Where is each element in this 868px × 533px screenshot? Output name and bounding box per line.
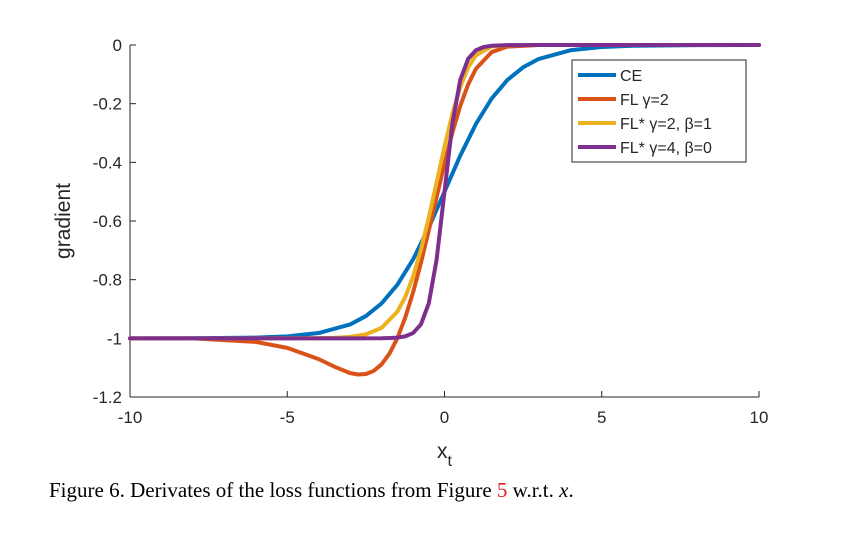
y-tick-label: -1	[107, 329, 122, 348]
caption-variable: x	[559, 478, 569, 502]
caption-prefix: Figure 6. Derivates of the loss function…	[49, 478, 497, 502]
y-axis-title: gradient	[52, 183, 75, 259]
x-tick-label: -10	[118, 408, 143, 427]
caption-end: .	[568, 478, 574, 502]
caption-figure-link[interactable]: 5	[496, 478, 508, 502]
y-tick-label: 0	[113, 36, 122, 55]
y-tick-label: -0.4	[93, 153, 122, 172]
x-tick-label: -5	[280, 408, 295, 427]
axes: -10 -5 0 5 10 0 -0.2 -0.4 -0.6 -0.8 -1 -1.2 xt gradie…	[52, 36, 768, 470]
series-lines	[128, 43, 761, 377]
y-tick-label: -0.6	[93, 212, 122, 231]
legend-label-2: FL γ=2	[620, 92, 669, 109]
legend-label-1: CE	[620, 68, 642, 85]
y-tick-label: -0.8	[93, 271, 122, 290]
figure-caption: Figure 6. Derivates of the loss function…	[49, 478, 849, 503]
caption-suffix: w.r.t.	[507, 478, 560, 502]
x-axis-title-subscript: t	[448, 453, 453, 470]
legend-label-4: FL* γ=4, β=0	[620, 140, 712, 157]
series-line-2	[128, 43, 761, 377]
y-tick-label: -0.2	[93, 95, 122, 114]
x-tick-label: 5	[597, 408, 606, 427]
y-tick-label: -1.2	[93, 388, 122, 407]
x-tick-label: 0	[440, 408, 449, 427]
x-tick-label: 10	[750, 408, 769, 427]
legend-label-3: FL* γ=2, β=1	[620, 116, 712, 133]
legend: CE FL γ=2 FL* γ=2, β=1 FL* γ=4, β=0	[571, 59, 747, 163]
series-line-4	[128, 43, 761, 341]
x-axis-title: xt	[437, 440, 453, 470]
